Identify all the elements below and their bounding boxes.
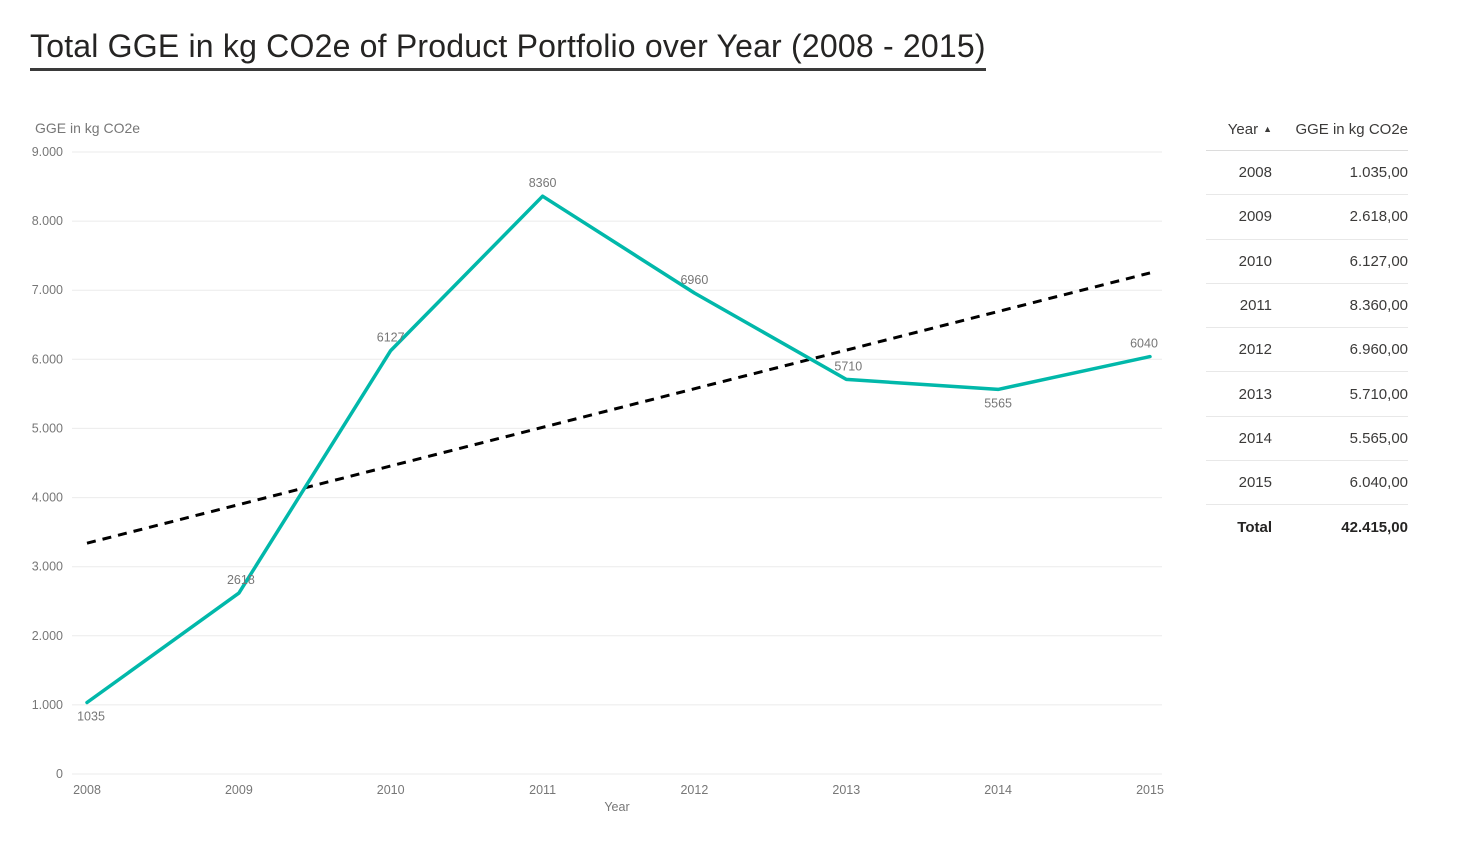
data-label: 2618	[227, 573, 255, 587]
cell-year: 2015	[1238, 474, 1272, 492]
table-total-row: Total 42.415,00	[1206, 505, 1408, 550]
data-label: 5565	[984, 396, 1012, 410]
data-label: 1035	[77, 710, 105, 724]
cell-value: 2.618,00	[1349, 208, 1408, 226]
summary-table: Year ▲ GGE in kg CO2e 2008 1.035,00 2009 …	[1206, 109, 1408, 550]
data-label: 5710	[834, 359, 862, 373]
table-row[interactable]: 2010 6.127,00	[1206, 240, 1408, 284]
table-row[interactable]: 2013 5.710,00	[1206, 372, 1408, 417]
data-label: 6960	[680, 273, 708, 287]
cell-value: 6.040,00	[1349, 474, 1408, 492]
table-row[interactable]: 2015 6.040,00	[1206, 461, 1408, 506]
table-header-row: Year ▲ GGE in kg CO2e	[1206, 109, 1408, 151]
sort-ascending-icon: ▲	[1263, 124, 1272, 134]
y-tick-label: 7.000	[32, 283, 63, 297]
table-row[interactable]: 2009 2.618,00	[1206, 195, 1408, 240]
y-tick-label: 5.000	[32, 421, 63, 435]
x-tick-label: 2014	[984, 783, 1012, 797]
x-tick-label: 2015	[1136, 783, 1164, 797]
trend-line	[86, 271, 1151, 545]
y-tick-label: 0	[56, 767, 63, 781]
column-header-gge[interactable]: GGE in kg CO2e	[1272, 121, 1408, 138]
y-tick-label: 8.000	[32, 214, 63, 228]
y-tick-label: 1.000	[32, 698, 63, 712]
table-row[interactable]: 2014 5.565,00	[1206, 417, 1408, 462]
cell-year: 2012	[1238, 341, 1272, 359]
cell-value: 1.035,00	[1349, 164, 1408, 182]
line-chart[interactable]: GGE in kg CO2e 0 1.000 2.000 3.000 4.000 5.000…	[30, 115, 1170, 827]
cell-year: 2008	[1238, 164, 1272, 182]
y-tick-label: 3.000	[32, 560, 63, 574]
x-tick-label: 2008	[73, 783, 101, 797]
series-line[interactable]	[85, 194, 1152, 705]
table-row[interactable]: 2011 8.360,00	[1206, 284, 1408, 329]
table-row[interactable]: 2008 1.035,00	[1206, 151, 1408, 196]
y-tick-label: 6.000	[32, 352, 63, 366]
x-tick-label: 2010	[377, 783, 405, 797]
total-label: Total	[1237, 519, 1272, 537]
table-row[interactable]: 2012 6.960,00	[1206, 328, 1408, 373]
column-header-year[interactable]: Year ▲	[1206, 121, 1272, 138]
cell-year: 2010	[1238, 252, 1272, 270]
y-tick-label: 2.000	[32, 629, 63, 643]
x-tick-label: 2012	[680, 783, 708, 797]
cell-year: 2009	[1238, 208, 1272, 226]
data-label: 6127	[377, 331, 405, 345]
total-value: 42.415,00	[1341, 519, 1408, 537]
y-tick-label: 4.000	[32, 491, 63, 505]
cell-year: 2013	[1238, 385, 1272, 403]
cell-year: 2014	[1238, 429, 1272, 447]
cell-value: 5.565,00	[1349, 429, 1408, 447]
cell-year: 2011	[1239, 297, 1272, 315]
cell-value: 8.360,00	[1349, 297, 1408, 315]
report-title: Total GGE in kg CO2e of Product Portfoli…	[30, 28, 986, 71]
line-chart-canvas[interactable]: GGE in kg CO2e 0 1.000 2.000 3.000 4.000 5.000…	[30, 115, 1170, 827]
x-tick-label: 2013	[832, 783, 860, 797]
cell-value: 5.710,00	[1349, 385, 1408, 403]
column-header-year-label: Year	[1227, 121, 1259, 138]
data-label: 6040	[1130, 337, 1158, 351]
cell-value: 6.960,00	[1349, 341, 1408, 359]
data-label: 8360	[529, 176, 557, 190]
y-axis-title: GGE in kg CO2e	[35, 120, 140, 136]
x-axis-title: Year	[604, 800, 629, 814]
y-tick-label: 9.000	[32, 145, 63, 159]
x-tick-label: 2011	[529, 783, 556, 797]
column-header-gge-label: GGE in kg CO2e	[1295, 121, 1408, 138]
x-tick-label: 2009	[225, 783, 253, 797]
cell-value: 6.127,00	[1349, 252, 1408, 270]
